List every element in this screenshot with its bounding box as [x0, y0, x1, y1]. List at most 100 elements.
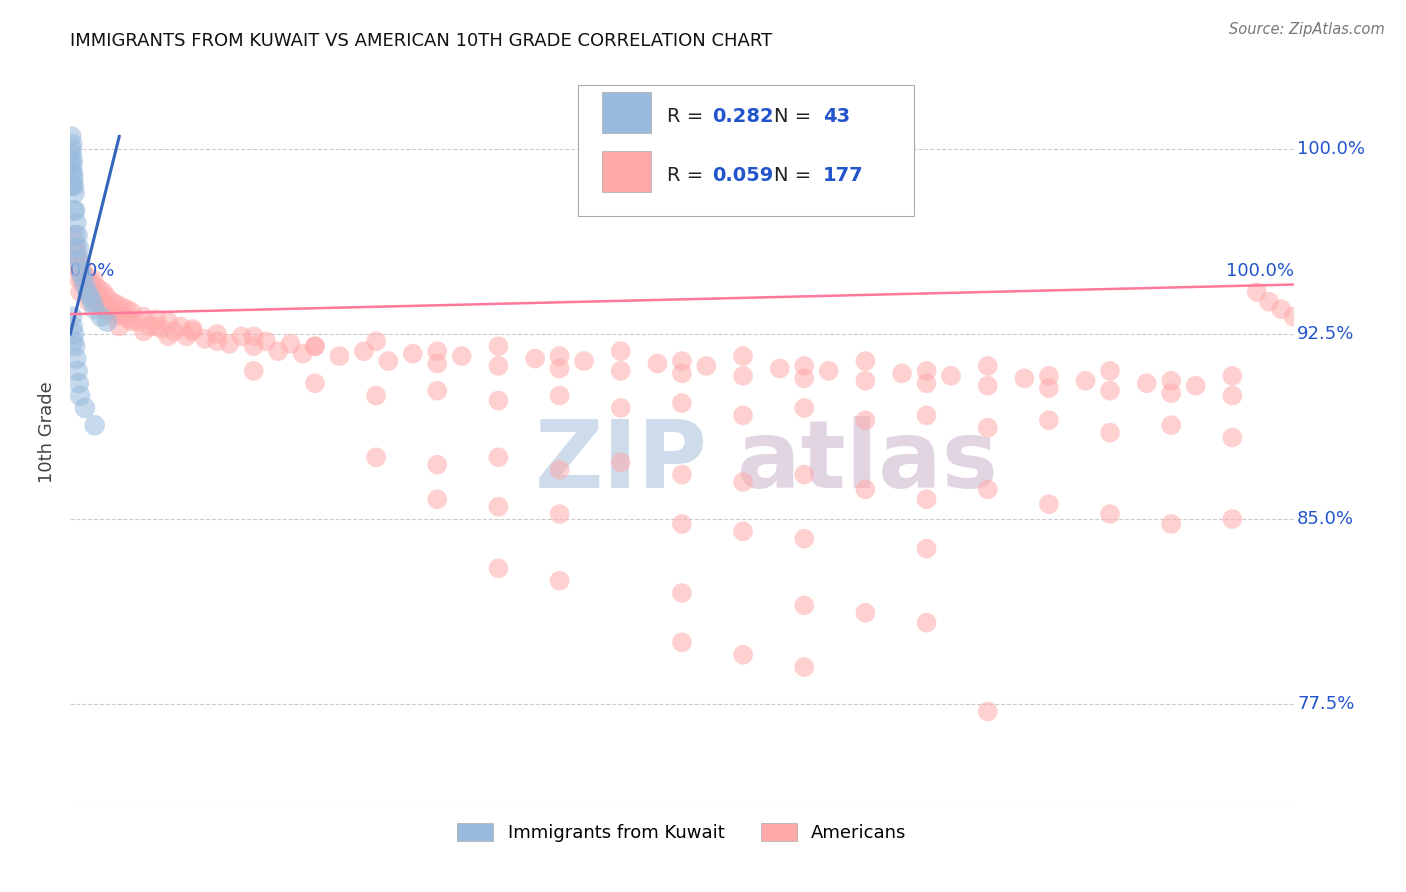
Point [98, 300, 121, 314]
Point [60, 178, 83, 193]
Point [60, 159, 83, 173]
Point [488, 393, 510, 408]
Point [62, 171, 84, 186]
Point [793, 467, 815, 482]
Point [733, 349, 755, 363]
Text: atlas: atlas [737, 417, 998, 508]
Point [976, 359, 998, 373]
Point [62, 334, 84, 349]
Point [127, 314, 149, 328]
Point [366, 388, 388, 402]
Point [671, 354, 693, 368]
Point [243, 364, 266, 378]
Point [69, 285, 91, 299]
Point [65, 270, 87, 285]
Point [939, 368, 962, 383]
Point [181, 325, 204, 339]
Point [157, 329, 180, 343]
Point [96, 304, 118, 318]
Point [82, 283, 104, 297]
Text: 0.059: 0.059 [713, 166, 773, 185]
Point [402, 346, 425, 360]
Point [793, 401, 815, 415]
Text: IMMIGRANTS FROM KUWAIT VS AMERICAN 10TH GRADE CORRELATION CHART: IMMIGRANTS FROM KUWAIT VS AMERICAN 10TH … [70, 32, 772, 50]
Point [60, 310, 83, 324]
Text: 77.5%: 77.5% [1298, 695, 1354, 713]
Text: R =: R = [668, 107, 710, 126]
Point [62, 166, 84, 180]
Point [115, 302, 138, 317]
Point [66, 364, 89, 378]
Point [77, 277, 100, 292]
Point [548, 507, 571, 521]
Point [63, 326, 86, 341]
Point [915, 541, 938, 556]
Point [103, 304, 125, 318]
Point [181, 322, 204, 336]
Point [60, 146, 83, 161]
Point [1099, 384, 1122, 398]
Point [75, 277, 97, 292]
Point [793, 660, 815, 674]
Point [304, 376, 326, 391]
Point [1014, 371, 1036, 385]
Point [733, 409, 755, 423]
Point [79, 290, 101, 304]
Point [60, 129, 83, 144]
Point [1038, 413, 1060, 427]
Point [63, 240, 86, 254]
Point [671, 586, 693, 600]
Point [1038, 381, 1060, 395]
Point [169, 319, 191, 334]
Point [280, 336, 302, 351]
Point [915, 409, 938, 423]
Text: 92.5%: 92.5% [1298, 325, 1354, 343]
Point [69, 252, 91, 267]
Point [205, 326, 228, 341]
Point [63, 252, 86, 267]
Point [855, 374, 877, 388]
Point [205, 334, 228, 349]
Point [1136, 376, 1159, 391]
Point [84, 280, 107, 294]
Point [60, 142, 83, 156]
Point [243, 329, 266, 343]
Text: 0.0%: 0.0% [70, 262, 115, 280]
Point [132, 310, 155, 324]
Point [62, 319, 84, 334]
Point [1099, 425, 1122, 440]
Point [671, 467, 693, 482]
Point [1184, 378, 1206, 392]
Point [150, 322, 173, 336]
Point [426, 384, 449, 398]
Point [67, 240, 90, 254]
Point [1074, 374, 1097, 388]
Point [1038, 497, 1060, 511]
Point [72, 277, 94, 292]
Bar [602, 152, 651, 192]
Point [145, 319, 167, 334]
Point [157, 314, 180, 328]
Text: 100.0%: 100.0% [1298, 140, 1365, 158]
Point [488, 450, 510, 465]
Point [63, 228, 86, 243]
Point [60, 154, 83, 169]
Point [63, 186, 86, 201]
Point [76, 270, 98, 285]
Legend: Immigrants from Kuwait, Americans: Immigrants from Kuwait, Americans [450, 815, 914, 849]
Point [304, 339, 326, 353]
Point [1220, 388, 1243, 402]
Point [89, 283, 111, 297]
Point [1099, 507, 1122, 521]
Point [62, 178, 84, 193]
Point [73, 401, 96, 415]
Point [572, 354, 595, 368]
Point [769, 361, 792, 376]
Point [121, 304, 143, 318]
Point [793, 371, 815, 385]
Point [82, 294, 104, 309]
Point [267, 344, 290, 359]
Point [291, 346, 314, 360]
Point [66, 228, 89, 243]
Point [671, 635, 693, 649]
